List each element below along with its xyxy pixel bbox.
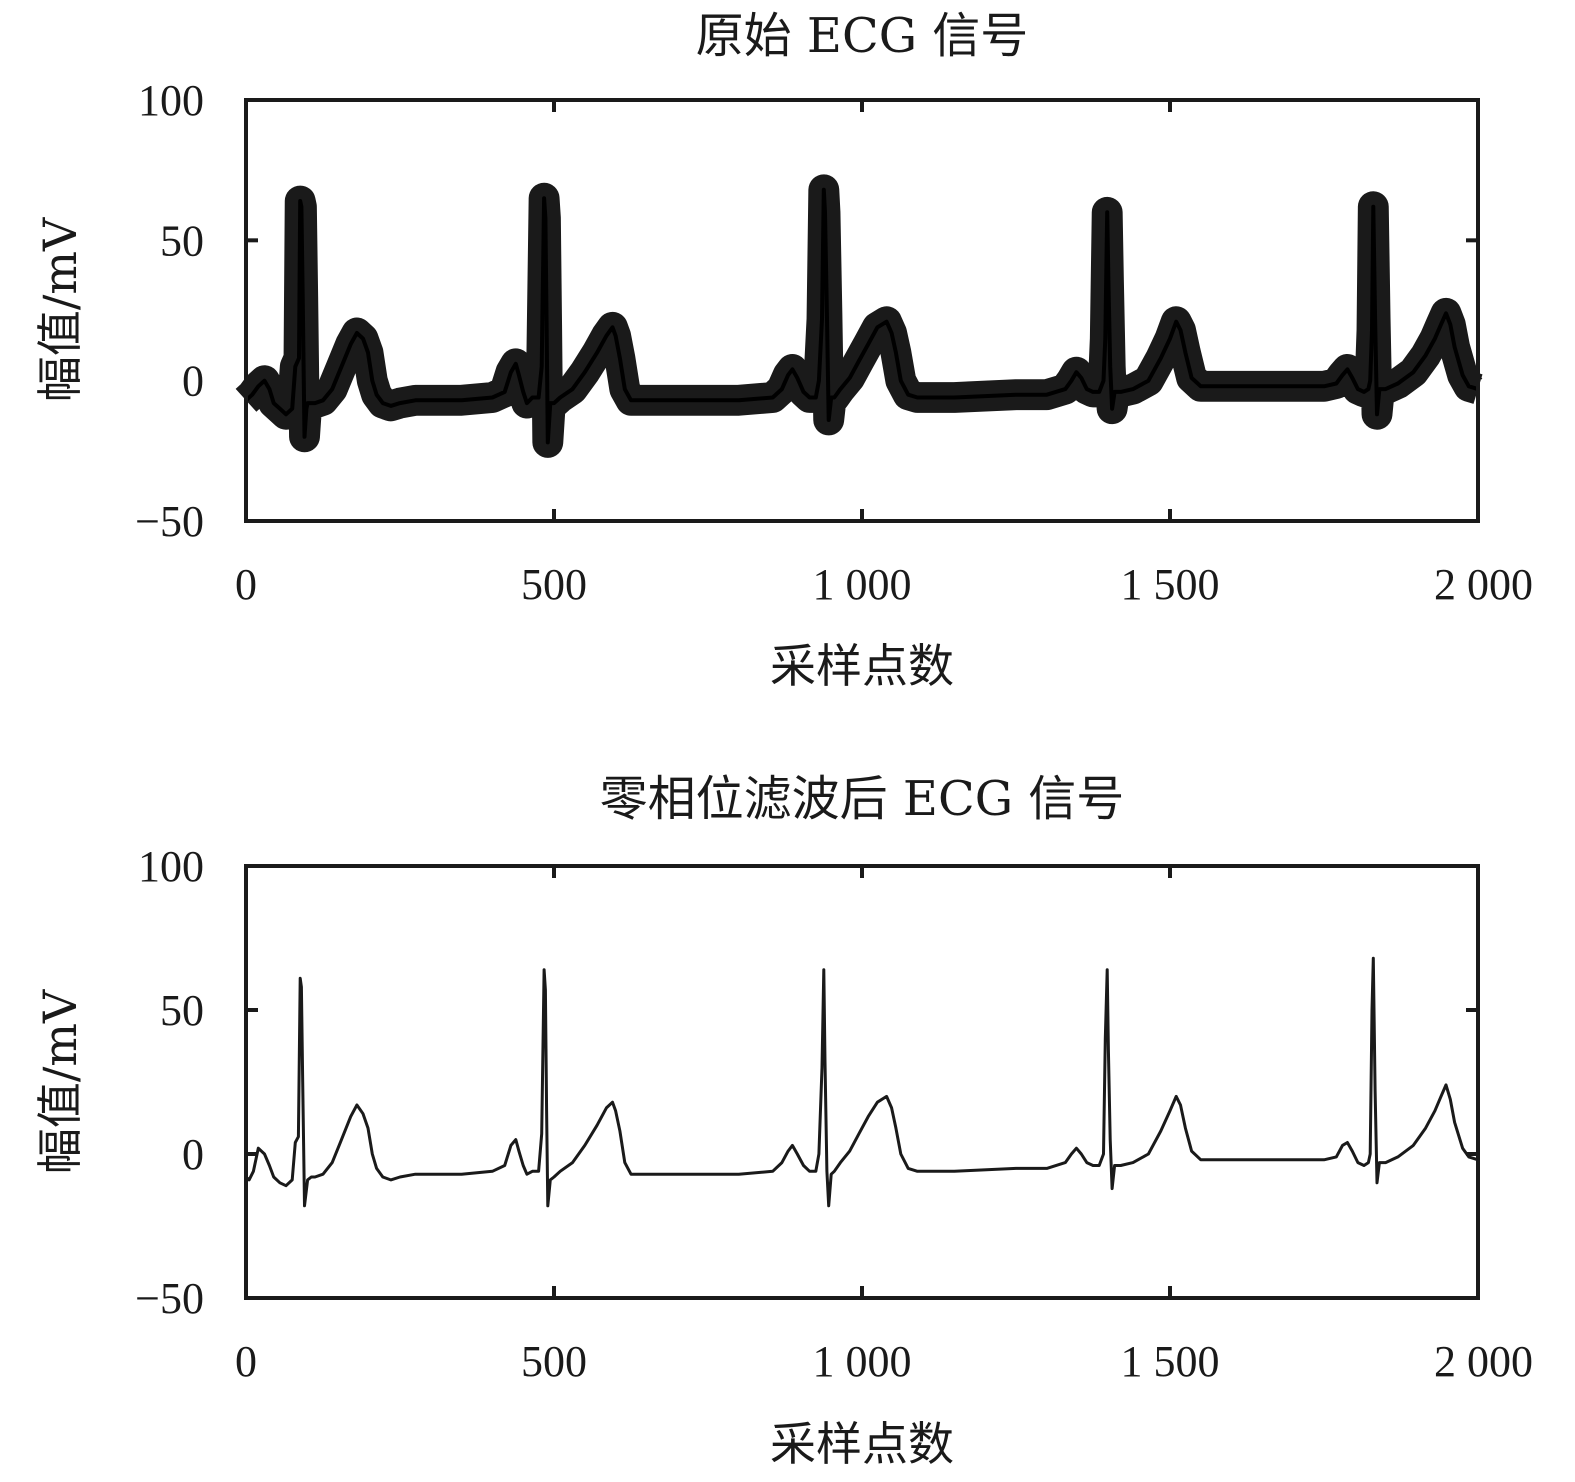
plot-area — [235, 174, 1485, 458]
x-tick-label: 500 — [521, 560, 587, 609]
y-axis-label: 幅值/mV — [33, 217, 87, 402]
x-tick-label: 1 500 — [1121, 560, 1220, 609]
chart-panel-raw: 原始 ECG 信号 幅值/mV 采样点数 0 500 1 000 1 500 2 000… — [33, 8, 1533, 693]
x-tick-label: 2 000 — [1434, 560, 1533, 609]
x-tick-labels: 0 500 1 000 1 500 2 000 — [235, 560, 1533, 609]
plot-area — [244, 956, 1479, 1208]
x-tick-label: 0 — [235, 1337, 257, 1386]
tick-marks — [244, 98, 1480, 523]
chart-title: 原始 ECG 信号 — [696, 8, 1029, 64]
x-tick-label: 1 500 — [1121, 1337, 1220, 1386]
axes-frame — [244, 98, 1480, 523]
y-tick-label: −50 — [135, 497, 204, 546]
y-tick-label: −50 — [135, 1274, 204, 1323]
series-line — [244, 956, 1479, 1208]
y-tick-labels: −50 0 50 100 — [135, 842, 204, 1323]
x-tick-label: 500 — [521, 1337, 587, 1386]
x-tick-label: 2 000 — [1434, 1337, 1533, 1386]
y-axis-label: 幅值/mV — [33, 989, 87, 1174]
chart-title: 零相位滤波后 ECG 信号 — [600, 771, 1125, 827]
y-tick-label: 100 — [138, 76, 204, 125]
x-tick-label: 1 000 — [813, 560, 912, 609]
tick-marks — [244, 864, 1480, 1300]
y-tick-label: 50 — [160, 986, 204, 1035]
x-axis-label: 采样点数 — [770, 1417, 954, 1471]
series-line-core — [244, 187, 1479, 445]
y-tick-label: 0 — [182, 1130, 204, 1179]
x-tick-labels: 0 500 1 000 1 500 2 000 — [235, 1337, 1533, 1386]
x-tick-label: 0 — [235, 560, 257, 609]
y-tick-label: 50 — [160, 216, 204, 265]
y-tick-label: 0 — [182, 357, 204, 406]
axes-frame — [244, 864, 1480, 1300]
x-axis-label: 采样点数 — [770, 639, 954, 693]
chart-panel-filtered: 零相位滤波后 ECG 信号 幅值/mV 采样点数 0 500 1 000 1 500 2… — [33, 771, 1533, 1471]
x-tick-label: 1 000 — [813, 1337, 912, 1386]
series-line — [235, 174, 1485, 458]
y-tick-labels: −50 0 50 100 — [135, 76, 204, 546]
y-tick-label: 100 — [138, 842, 204, 891]
